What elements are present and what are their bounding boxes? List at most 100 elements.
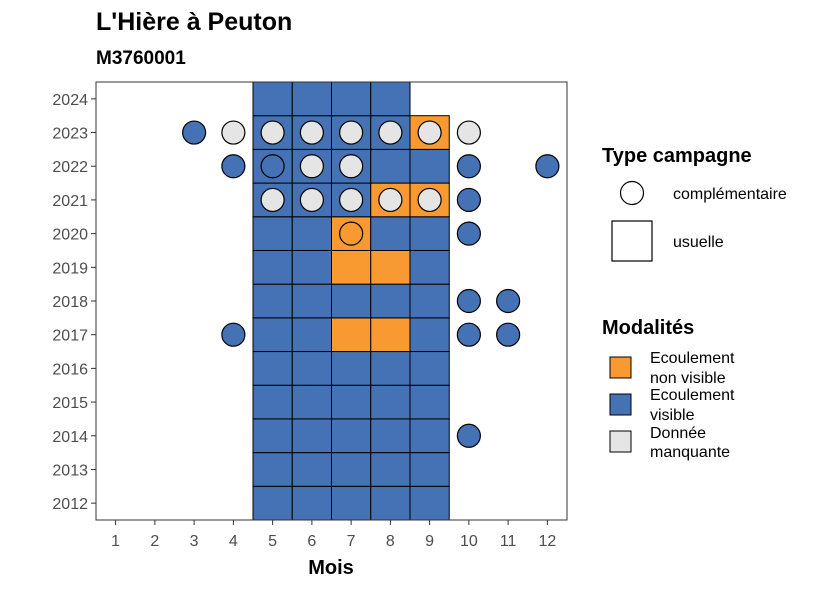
point-complementaire-2022-7 [339, 154, 364, 179]
point-complementaire-2021-7 [339, 187, 364, 213]
x-tick-label: 10 [460, 533, 478, 550]
x-tick-label: 7 [347, 533, 356, 550]
legend-shape-title: Type campagne [602, 145, 752, 167]
point-complementaire-2023-4 [221, 120, 246, 145]
legend-manquante-line1: Donnée [650, 425, 706, 442]
y-tick-label: 2019 [52, 260, 88, 277]
legend-swatch-visible [609, 393, 632, 416]
point-complementaire-2017-11 [496, 322, 521, 347]
cell-usuelle-2012-7 [331, 485, 372, 521]
cell-usuelle-2017-8 [370, 317, 411, 353]
cell-usuelle-2013-8 [370, 452, 411, 487]
cell-usuelle-2020-6 [291, 216, 332, 251]
point-complementaire-2022-4 [221, 154, 246, 179]
point-complementaire-2017-10 [456, 322, 481, 347]
y-tick-label: 2018 [52, 294, 88, 311]
cell-usuelle-2024-8 [370, 81, 411, 117]
point-complementaire-2020-7 [339, 221, 364, 246]
x-tick-label: 11 [500, 533, 517, 550]
cell-usuelle-2013-6 [291, 452, 332, 487]
cell-usuelle-2017-6 [291, 317, 332, 353]
x-tick-label: 8 [386, 533, 395, 550]
cell-usuelle-2020-9 [409, 216, 450, 251]
legend-visible-line2: visible [650, 407, 695, 424]
x-tick-label: 3 [190, 533, 199, 550]
y-tick-label: 2016 [52, 361, 88, 378]
cell-usuelle-2020-8 [370, 216, 411, 251]
x-tick-label: 1 [111, 533, 120, 550]
cell-usuelle-2019-8 [370, 249, 411, 285]
cell-usuelle-2014-5 [252, 418, 293, 454]
point-complementaire-2021-9 [417, 187, 442, 213]
y-tick-label: 2015 [52, 395, 88, 412]
point-complementaire-2021-5 [260, 187, 285, 213]
legend-complementaire-label: complémentaire [673, 186, 787, 203]
cell-usuelle-2015-5 [252, 384, 293, 420]
point-complementaire-2023-7 [339, 120, 364, 145]
cell-usuelle-2012-9 [409, 485, 450, 521]
legend-swatch-non-visible [609, 356, 632, 379]
y-tick-label: 2021 [52, 193, 88, 210]
point-complementaire-2021-8 [378, 187, 403, 213]
cell-usuelle-2013-9 [409, 452, 450, 487]
point-complementaire-2022-6 [299, 154, 324, 179]
cell-usuelle-2018-8 [370, 283, 411, 319]
cell-usuelle-2020-5 [252, 216, 293, 251]
point-complementaire-2021-6 [299, 187, 324, 213]
point-complementaire-2017-4 [221, 322, 246, 347]
point-complementaire-2023-9 [417, 120, 442, 145]
x-tick-label: 12 [538, 533, 556, 550]
legend-non-visible-line2: non visible [650, 370, 726, 387]
point-complementaire-2022-10 [456, 154, 481, 179]
cell-usuelle-2013-5 [252, 452, 293, 487]
usuelle-cells [252, 81, 450, 521]
cell-usuelle-2024-6 [291, 81, 332, 117]
y-tick-label: 2014 [52, 429, 88, 446]
point-complementaire-2014-10 [456, 423, 481, 448]
x-axis-title: Mois [308, 557, 354, 579]
cell-usuelle-2024-7 [331, 81, 372, 117]
cell-usuelle-2015-6 [291, 384, 332, 420]
cell-usuelle-2014-7 [331, 418, 372, 454]
legend-circle-symbol [619, 180, 645, 206]
x-axis: 1 2 3 4 5 6 7 8 9 10 11 12 [111, 520, 556, 550]
y-axis: 2012 2013 2014 2015 2016 2017 2018 2019 2020 2021… [52, 92, 96, 513]
point-complementaire-2018-11 [496, 288, 521, 314]
cell-usuelle-2018-6 [291, 283, 332, 319]
cell-usuelle-2017-9 [409, 317, 450, 353]
cell-usuelle-2017-7 [331, 317, 372, 353]
cell-usuelle-2012-8 [370, 485, 411, 521]
cell-usuelle-2019-7 [331, 249, 372, 285]
legend-fill-title: Modalités [602, 317, 694, 339]
cell-usuelle-2015-7 [331, 384, 372, 420]
legend-shape: Type campagne complémentaire usuelle [602, 145, 787, 262]
x-tick-label: 4 [229, 533, 238, 550]
cell-usuelle-2024-5 [252, 81, 293, 117]
cell-usuelle-2019-6 [291, 249, 332, 285]
y-tick-label: 2023 [52, 126, 88, 143]
y-tick-label: 2022 [52, 159, 88, 176]
x-tick-label: 2 [150, 533, 159, 550]
cell-usuelle-2016-9 [409, 351, 450, 386]
cell-usuelle-2016-8 [370, 351, 411, 386]
legend-manquante-line2: manquante [650, 444, 730, 461]
point-complementaire-2020-10 [456, 221, 481, 246]
y-tick-label: 2024 [52, 92, 88, 109]
chart-subtitle: M3760001 [96, 48, 186, 69]
cell-usuelle-2018-5 [252, 283, 293, 319]
cell-usuelle-2018-9 [409, 283, 450, 319]
cell-usuelle-2015-8 [370, 384, 411, 420]
legend-usuelle-label: usuelle [673, 234, 724, 251]
cell-usuelle-2012-6 [291, 485, 332, 521]
cell-usuelle-2018-7 [331, 283, 372, 319]
y-tick-label: 2012 [52, 496, 88, 513]
point-complementaire-2023-5 [260, 120, 285, 145]
cell-usuelle-2012-5 [252, 485, 293, 521]
point-complementaire-2022-12 [535, 154, 560, 179]
chart-title: L'Hière à Peuton [96, 8, 292, 36]
point-complementaire-2023-6 [299, 120, 324, 145]
cell-usuelle-2019-9 [409, 249, 450, 285]
point-complementaire-2021-10 [456, 187, 481, 213]
x-tick-label: 6 [307, 533, 316, 550]
cell-usuelle-2014-8 [370, 418, 411, 454]
